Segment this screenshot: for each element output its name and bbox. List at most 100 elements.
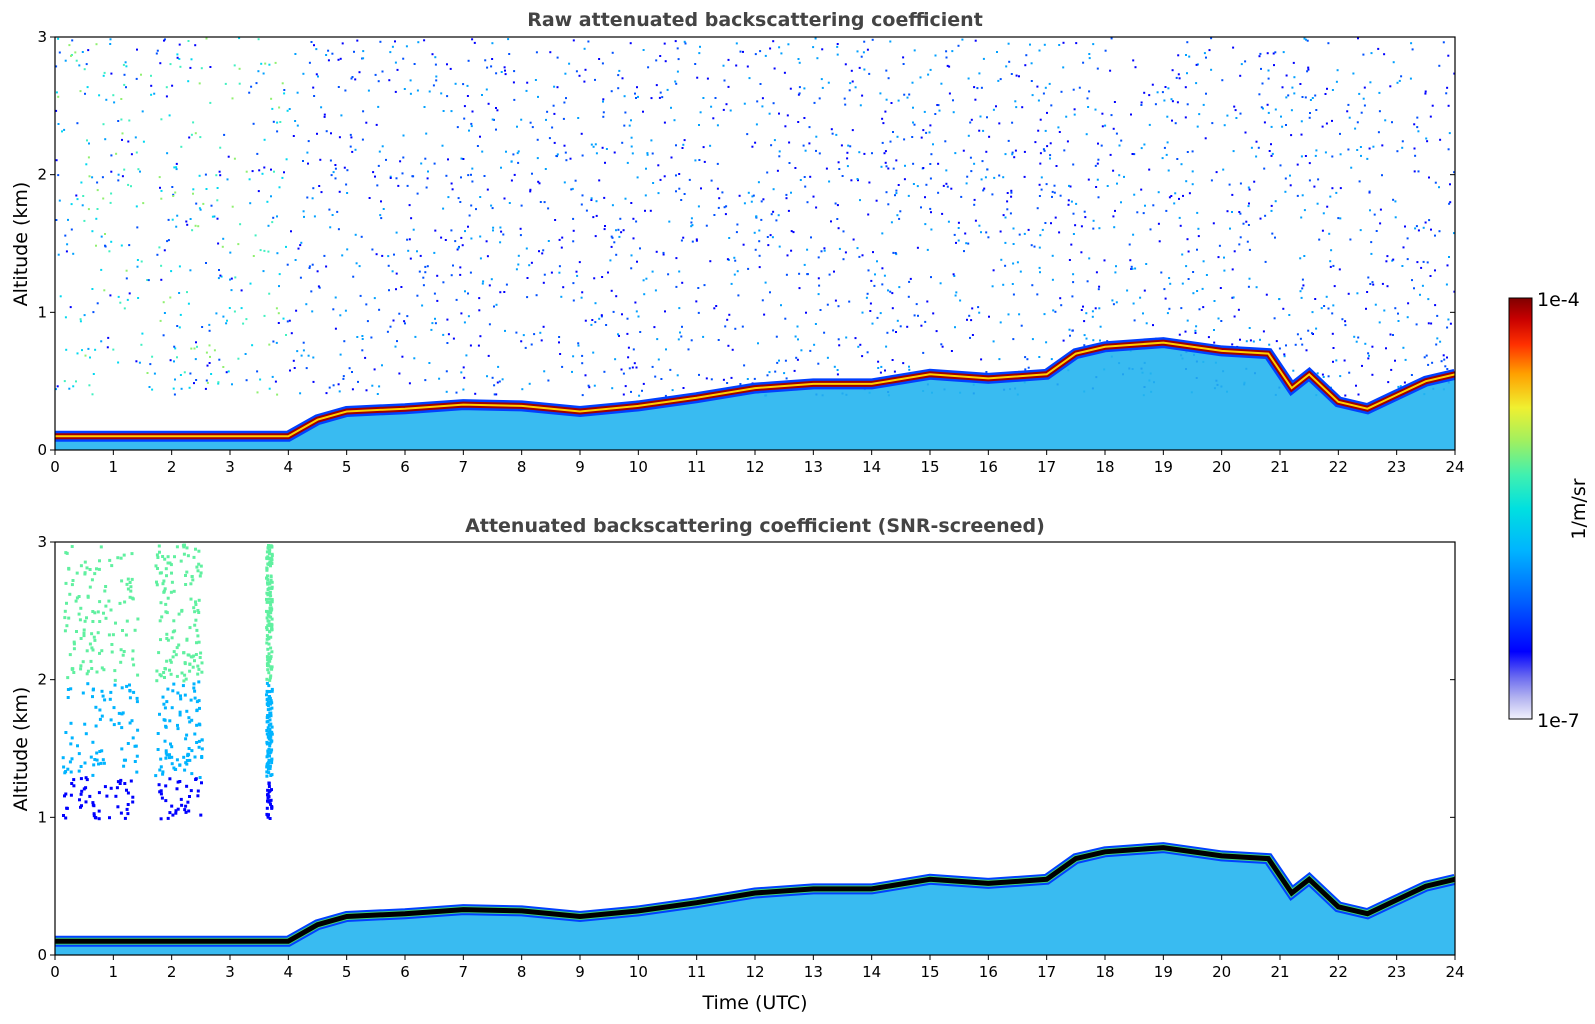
noise-speckle	[72, 252, 75, 255]
noise-speckle	[110, 170, 113, 173]
noise-speckle	[332, 384, 335, 387]
noise-speckle	[1160, 271, 1163, 274]
screened-speckle	[63, 616, 67, 620]
noise-speckle	[682, 143, 685, 146]
noise-speckle	[1062, 339, 1065, 342]
noise-speckle	[823, 249, 826, 252]
noise-speckle	[57, 174, 60, 177]
noise-speckle	[1005, 65, 1008, 68]
screened-speckle	[100, 689, 104, 693]
noise-speckle	[879, 371, 882, 374]
screened-speckle	[91, 610, 95, 613]
screened-speckle	[190, 575, 194, 578]
noise-speckle	[877, 367, 880, 369]
noise-speckle	[1213, 341, 1216, 344]
noise-speckle	[622, 229, 625, 232]
noise-speckle	[425, 186, 428, 189]
noise-speckle	[1445, 92, 1448, 95]
noise-speckle	[922, 351, 925, 354]
screened-speckle	[98, 708, 102, 712]
noise-speckle	[173, 393, 176, 396]
noise-speckle	[1275, 340, 1278, 343]
noise-speckle	[594, 143, 597, 146]
noise-speckle	[690, 217, 693, 220]
noise-speckle	[1046, 145, 1049, 148]
noise-speckle	[780, 304, 782, 307]
noise-speckle	[1270, 154, 1273, 157]
noise-speckle	[1399, 385, 1402, 388]
noise-speckle	[122, 63, 125, 66]
noise-speckle	[747, 267, 750, 270]
noise-speckle	[578, 74, 581, 77]
screened-speckle	[183, 673, 187, 677]
noise-speckle	[766, 236, 769, 238]
noise-speckle	[1349, 238, 1352, 241]
noise-speckle	[402, 156, 405, 159]
noise-speckle	[1036, 207, 1039, 210]
screened-speckle	[173, 555, 176, 559]
screened-speckle	[266, 546, 270, 550]
screened-speckle	[65, 624, 69, 628]
screened-speckle	[267, 552, 271, 556]
noise-speckle	[626, 161, 629, 164]
noise-speckle	[194, 358, 197, 361]
noise-speckle	[1321, 125, 1324, 128]
noise-speckle	[160, 264, 163, 267]
noise-speckle	[564, 151, 567, 154]
noise-speckle	[1229, 227, 1231, 230]
noise-speckle	[1118, 144, 1121, 147]
noise-speckle	[1294, 343, 1297, 346]
noise-speckle	[1038, 266, 1041, 269]
noise-speckle	[1180, 163, 1183, 166]
noise-speckle	[530, 261, 533, 264]
screened-speckle	[93, 638, 97, 642]
noise-speckle	[109, 38, 112, 41]
noise-speckle	[1055, 165, 1058, 167]
noise-speckle	[109, 43, 112, 45]
noise-speckle	[274, 380, 277, 383]
y-tick-label: 0	[37, 946, 47, 964]
noise-speckle	[821, 48, 824, 51]
noise-speckle	[610, 289, 613, 292]
noise-speckle	[1246, 240, 1249, 243]
noise-speckle	[856, 247, 859, 250]
screened-speckle	[89, 659, 93, 663]
noise-speckle	[926, 248, 929, 251]
noise-speckle	[1163, 146, 1166, 149]
noise-speckle	[1301, 278, 1304, 281]
noise-speckle	[1431, 361, 1434, 364]
noise-speckle	[296, 91, 299, 94]
noise-speckle	[1300, 216, 1303, 219]
noise-speckle	[1092, 227, 1095, 230]
noise-speckle	[1379, 208, 1382, 211]
noise-speckle	[467, 292, 469, 295]
noise-speckle	[1389, 85, 1392, 88]
noise-speckle	[1330, 249, 1333, 252]
noise-speckle	[940, 343, 943, 346]
noise-speckle	[192, 121, 195, 124]
screened-speckle	[110, 564, 114, 568]
screened-speckle	[188, 758, 192, 762]
noise-speckle	[929, 68, 932, 71]
noise-speckle	[657, 192, 660, 195]
noise-speckle	[1021, 106, 1024, 109]
noise-speckle	[1161, 157, 1164, 160]
noise-speckle	[1338, 268, 1341, 271]
noise-speckle	[841, 175, 844, 177]
noise-speckle	[95, 244, 97, 247]
screened-speckle	[186, 752, 190, 756]
noise-speckle	[1145, 322, 1148, 325]
y-tick-label: 2	[37, 166, 47, 184]
noise-speckle	[1411, 279, 1413, 282]
noise-speckle	[442, 333, 445, 336]
noise-speckle	[365, 389, 368, 392]
noise-speckle	[1387, 381, 1390, 384]
noise-speckle	[1222, 168, 1225, 171]
noise-speckle	[1083, 344, 1086, 347]
noise-speckle	[120, 244, 123, 247]
noise-speckle	[881, 117, 884, 120]
screened-speckle	[72, 640, 76, 644]
screened-speckle	[130, 552, 134, 556]
panel-raw-axes: 0 1 2 3 4 5 6 7 8 9 10 11 12 13 14 15 16 17 18 19 20 21 22 23 24…	[37, 28, 1464, 476]
noise-speckle	[760, 200, 763, 203]
